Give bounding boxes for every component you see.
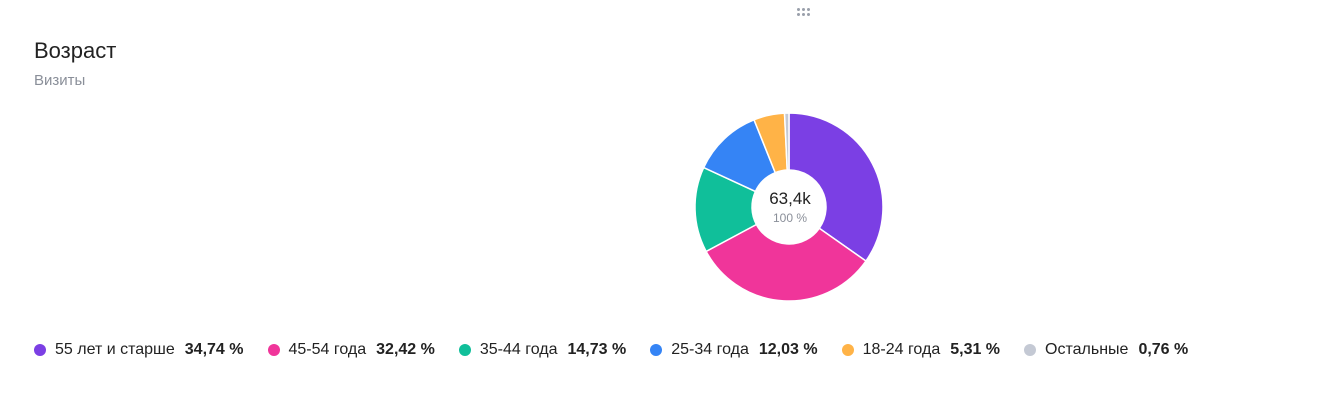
- donut-slice-0[interactable]: [788, 112, 884, 263]
- legend-label: 45-54 года: [288, 341, 367, 358]
- legend-item-5[interactable]: Остальные 0,76 %: [1024, 341, 1188, 359]
- legend-dot-icon: [267, 344, 280, 356]
- legend-dot-icon: [34, 344, 46, 356]
- legend-value: 12,03 %: [758, 341, 818, 358]
- legend-value: 5,31 %: [950, 341, 1001, 358]
- legend-dot-icon: [650, 344, 663, 356]
- donut-slice-1[interactable]: [705, 223, 867, 302]
- chart-legend: 55 лет и старше 34,74 % 45-54 года 32,42 % 3…: [34, 341, 1212, 359]
- legend-dot-icon: [458, 344, 471, 356]
- legend-label: 35-44 года: [479, 341, 558, 358]
- legend-dot-icon: [1024, 344, 1037, 356]
- legend-label: 18-24 года: [862, 341, 941, 358]
- legend-item-2[interactable]: 35-44 года 14,73 %: [458, 341, 627, 359]
- donut-total-share: 100 %: [772, 211, 808, 225]
- legend-value: 14,73 %: [567, 341, 627, 358]
- donut-slice-5[interactable]: [783, 112, 790, 171]
- legend-value: 0,76 %: [1138, 341, 1189, 358]
- legend-dot-icon: [841, 344, 854, 356]
- legend-item-1[interactable]: 45-54 года 32,42 %: [267, 341, 435, 359]
- legend-label: Остальные: [1045, 341, 1129, 358]
- widget-title: Возраст: [34, 38, 117, 63]
- legend-item-0[interactable]: 55 лет и старше 34,74 %: [34, 341, 244, 359]
- legend-value: 34,74 %: [184, 341, 244, 358]
- legend-item-4[interactable]: 18-24 года 5,31 %: [841, 341, 1001, 359]
- legend-item-3[interactable]: 25-34 года 12,03 %: [650, 341, 818, 359]
- legend-label: 25-34 года: [671, 341, 749, 358]
- donut-total-value: 63,4k: [769, 189, 811, 208]
- widget-subtitle: Визиты: [34, 72, 86, 89]
- legend-label: 55 лет и старше: [55, 341, 175, 358]
- drag-handle-icon[interactable]: [797, 8, 810, 16]
- legend-value: 32,42 %: [376, 341, 435, 358]
